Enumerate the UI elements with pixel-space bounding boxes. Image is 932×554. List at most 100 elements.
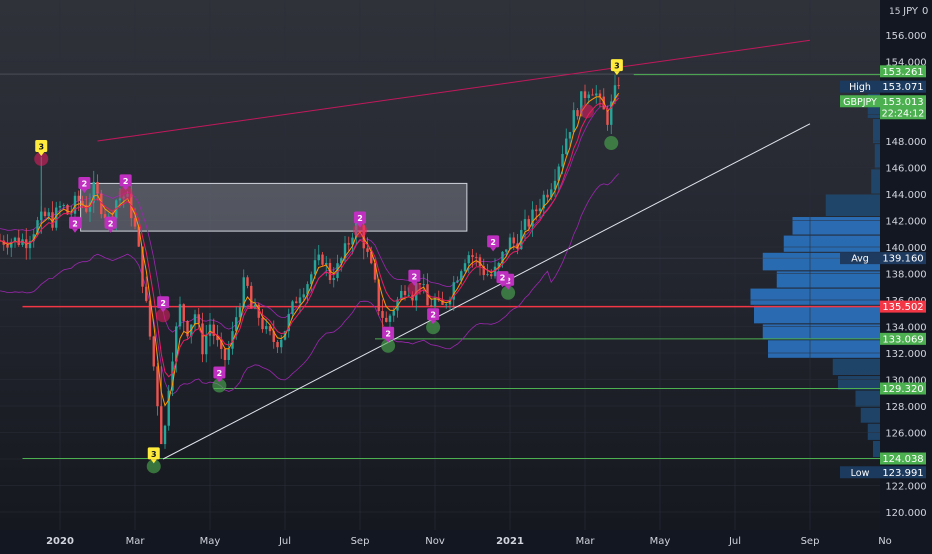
candle-body [167, 390, 170, 426]
signal-marker-pointer [385, 338, 392, 343]
candle-body [36, 220, 39, 235]
price-tick-label: 132.000 [885, 349, 926, 360]
candle-body [141, 246, 144, 287]
candle-body [145, 286, 148, 301]
price-label-title: Avg [851, 254, 869, 265]
candle-body [396, 299, 399, 311]
pivot-low-dot [604, 136, 619, 151]
signal-markers: 3222222322222223 [34, 59, 623, 474]
candle-body [478, 257, 482, 267]
candle-body [137, 226, 140, 247]
candle-body [10, 241, 13, 248]
candle-body [388, 315, 392, 322]
signal-marker-box [119, 174, 132, 187]
candle-body [535, 209, 538, 212]
price-tick-label: 140.000 [885, 243, 926, 254]
signal-marker-label: 2 [108, 219, 114, 228]
price-label-value: 139.160 [882, 254, 923, 265]
trendline [97, 39, 811, 142]
candle-body [51, 212, 54, 228]
signal-marker-box [408, 269, 421, 282]
candle-body [422, 284, 425, 285]
candle-body [490, 274, 493, 277]
time-axis[interactable]: 2020 Mar May Jul Sep Nov 2021 Mar May Jul Sep No [0, 530, 892, 550]
candle-body [298, 297, 302, 304]
signal-marker-pointer [216, 378, 223, 383]
candle-body [175, 326, 178, 362]
candle-body [235, 317, 238, 332]
candle-body [617, 85, 620, 87]
candle-body [557, 166, 560, 181]
price-label-title: Low [851, 468, 870, 479]
candle-body [501, 251, 504, 263]
signal-marker-pointer [38, 151, 45, 156]
price-label-value: 135.502 [882, 302, 923, 313]
candle-body [178, 304, 182, 327]
time-tick-label: Nov [425, 536, 445, 547]
pivot-low-dot [381, 338, 396, 353]
candle-body [287, 314, 290, 332]
candle-body [373, 263, 377, 280]
pivot-low-dot [426, 320, 441, 335]
candle-body [238, 307, 242, 318]
candle-body [306, 284, 309, 295]
band-upper-line [0, 95, 619, 333]
candle-body [550, 189, 553, 198]
candle-body [377, 279, 380, 312]
candle-body [152, 336, 155, 367]
volume-profile-bar [867, 423, 880, 440]
candle-body [13, 237, 17, 242]
signal-marker-pointer [613, 71, 620, 76]
signal-marker-label: 2 [217, 369, 223, 378]
price-tick-label: 156.000 [885, 31, 926, 42]
pivot-high-dot [118, 186, 133, 201]
price-tick-label: 126.000 [885, 429, 926, 440]
signal-marker-label: 2 [82, 180, 88, 189]
scale-icon: 15 [889, 7, 900, 17]
volume-profile-bar [754, 305, 880, 324]
candle-body [598, 93, 602, 97]
signal-marker-box [157, 296, 170, 309]
signal-marker-box [147, 447, 160, 460]
signal-marker-label: 2 [160, 299, 166, 308]
ema-fast-line [0, 93, 620, 407]
signal-marker-box [69, 216, 81, 229]
time-tick-label: May [200, 536, 221, 547]
volume-profile [750, 93, 880, 458]
price-label-bg [880, 95, 926, 120]
candle-body [280, 339, 283, 348]
pivot-high-dot [353, 223, 367, 238]
price-tick-label: 122.000 [885, 482, 926, 493]
trendline [162, 123, 811, 460]
candle-body [182, 304, 185, 321]
price-label-value: 123.991 [882, 468, 923, 479]
candle-body [6, 244, 9, 248]
price-label-title: High [849, 82, 871, 93]
candle-body [445, 304, 448, 306]
candle-body [403, 290, 407, 296]
candle-body [583, 91, 587, 99]
candle-body [418, 283, 422, 285]
candles [0, 74, 620, 449]
candle-body [561, 153, 564, 167]
pivot-high-dot [579, 104, 594, 119]
candle-body [508, 237, 512, 250]
candle-body [257, 304, 260, 318]
candle-body [156, 366, 159, 407]
price-label-value: 129.320 [882, 384, 923, 395]
signal-marker-pointer [122, 186, 129, 191]
time-tick-label: Jul [728, 536, 741, 547]
volume-profile-bar [860, 407, 880, 423]
time-tick-label: Sep [351, 536, 370, 547]
pivot-high-dot [407, 281, 422, 296]
time-tick-label: 2020 [46, 536, 74, 547]
candle-body [246, 277, 249, 286]
price-label-value: 133.069 [882, 334, 923, 345]
signal-marker-pointer [490, 247, 497, 252]
candle-body [475, 256, 478, 258]
candle-body [193, 314, 197, 325]
candle-body [568, 132, 572, 139]
volume-profile-bar [825, 194, 880, 217]
